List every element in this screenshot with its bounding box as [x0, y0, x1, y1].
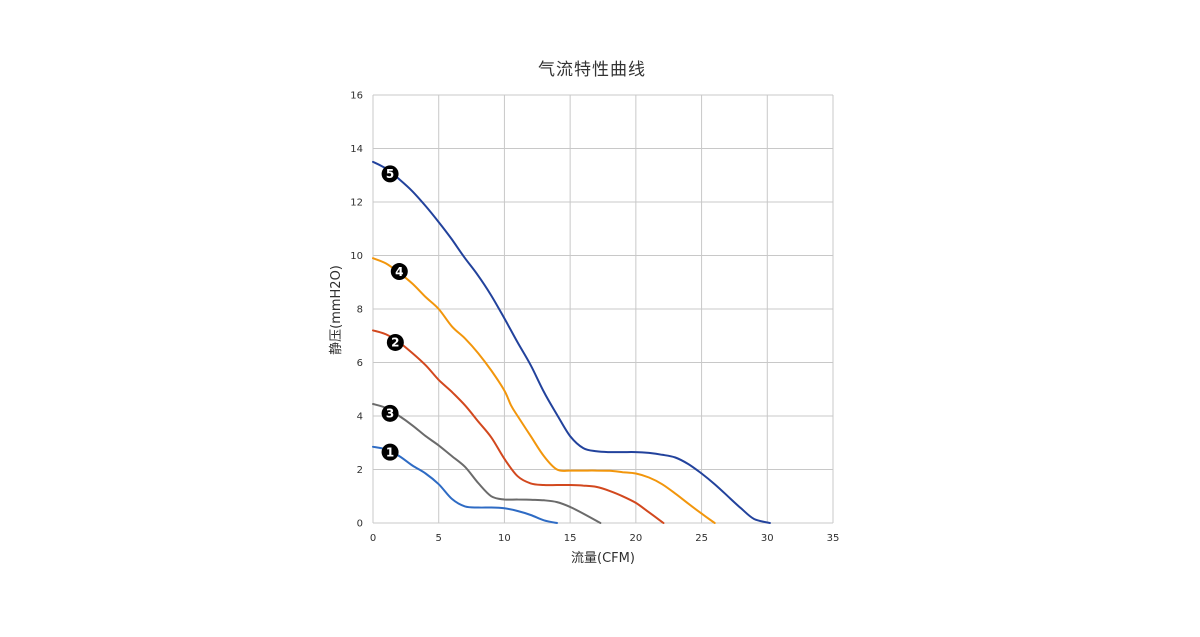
y-tick-label: 4 — [357, 412, 363, 423]
marker-badge — [390, 263, 408, 281]
marker-label: 5 — [386, 167, 394, 181]
marker-badge — [381, 404, 399, 422]
marker-label: 4 — [395, 265, 403, 279]
series-markers: 1 3 2 4 5 — [381, 165, 408, 461]
x-tick-label: 0 — [370, 533, 376, 544]
marker-label: 2 — [391, 336, 399, 350]
y-tick-label: 10 — [350, 251, 363, 262]
marker-badge — [386, 333, 404, 351]
marker-badge — [381, 165, 399, 183]
series-line-3 — [372, 403, 602, 524]
series-marker-5: 5 — [381, 165, 399, 183]
y-tick-label: 14 — [350, 144, 363, 155]
series-line-2 — [372, 329, 665, 524]
marker-label: 1 — [386, 445, 394, 459]
x-tick-label: 20 — [629, 533, 642, 544]
series-line-1 — [372, 445, 558, 524]
series-marker-3: 3 — [381, 404, 399, 422]
marker-label: 3 — [386, 407, 394, 421]
x-tick-label: 5 — [436, 533, 442, 544]
chart-title: 气流特性曲线 — [538, 60, 646, 80]
series-marker-1: 1 — [381, 443, 399, 461]
y-tick-label: 8 — [357, 305, 363, 316]
x-tick-label: 10 — [498, 533, 511, 544]
series-lines — [372, 160, 771, 524]
y-tick-label: 16 — [350, 91, 363, 102]
x-tick-label: 30 — [761, 533, 774, 544]
marker-badge — [381, 443, 399, 461]
series-line-5 — [372, 160, 771, 524]
y-tick-label: 6 — [357, 358, 363, 369]
series-marker-2: 2 — [386, 333, 404, 351]
y-tick-label: 0 — [357, 519, 363, 530]
x-tick-label: 15 — [564, 533, 577, 544]
y-tick-label: 2 — [357, 465, 363, 476]
x-axis-title: 流量(CFM) — [571, 551, 635, 566]
series-line-4 — [372, 257, 716, 524]
x-tick-label: 25 — [695, 533, 708, 544]
x-tick-label: 35 — [827, 533, 840, 544]
series-marker-4: 4 — [390, 263, 408, 281]
y-tick-label: 12 — [350, 198, 363, 209]
grid — [372, 94, 834, 524]
y-axis-title: 静压(mmH2O) — [329, 265, 344, 355]
